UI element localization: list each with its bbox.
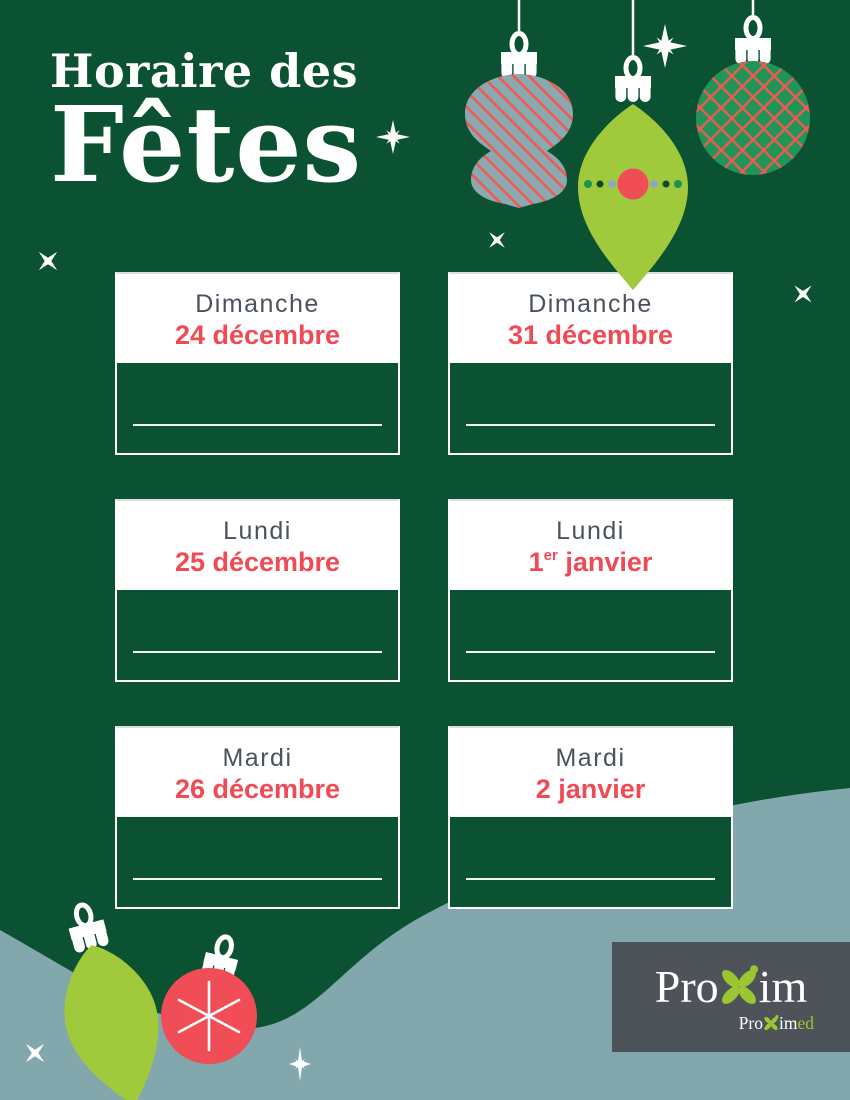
card-header: Dimanche 24 décembre <box>117 274 398 363</box>
petal-x-icon <box>721 965 758 1004</box>
blank-hours-line <box>133 651 382 653</box>
schedule-card-dec25: Lundi 25 décembre <box>115 499 400 682</box>
card-header: Lundi 25 décembre <box>117 501 398 590</box>
card-date-label: 2 janvier <box>450 774 731 805</box>
sparkle-star-icon <box>289 1047 311 1081</box>
date-text: 26 décembre <box>174 774 341 804</box>
sub-brand-mid: im <box>778 1013 798 1033</box>
sparkle-x-icon <box>16 1034 54 1072</box>
card-day-label: Mardi <box>555 744 626 772</box>
schedule-card-dec31: Dimanche 31 décembre <box>448 272 733 455</box>
card-day-label: Mardi <box>222 744 293 772</box>
blank-hours-line <box>133 878 382 880</box>
card-date-label: 26 décembre <box>117 774 398 805</box>
sparkle-star-icon <box>643 24 687 68</box>
proximed-wordmark: Pro imed <box>739 1014 814 1033</box>
card-day-label: Lundi <box>556 517 625 545</box>
card-date-label: 25 décembre <box>117 547 398 578</box>
poster-title: Horaire des Fêtes <box>50 44 363 206</box>
schedule-card-jan2: Mardi 2 janvier <box>448 726 733 909</box>
schedule-card-dec24: Dimanche 24 décembre <box>115 272 400 455</box>
proxim-wordmark: Pro im <box>655 963 807 1011</box>
card-header: Lundi 1er janvier <box>450 501 731 590</box>
card-day-label: Lundi <box>223 517 292 545</box>
brand-text-post: im <box>758 961 808 1012</box>
blank-hours-line <box>466 424 715 426</box>
card-body <box>450 590 731 680</box>
sparkle-x-icon <box>481 224 513 256</box>
teardrop-ornament-icon <box>64 893 159 1100</box>
red-ball-ornament-icon <box>161 933 257 1064</box>
blank-hours-line <box>466 651 715 653</box>
proxim-logo-box: Pro im Pro imed <box>612 942 850 1052</box>
sub-brand-end: ed <box>797 1013 814 1033</box>
card-day-label: Dimanche <box>195 290 320 318</box>
card-day-label: Dimanche <box>528 290 653 318</box>
blank-hours-line <box>466 878 715 880</box>
card-body <box>117 590 398 680</box>
title-line-2: Fêtes <box>50 83 363 206</box>
brand-text-pre: Pro <box>654 961 719 1012</box>
blank-hours-line <box>133 424 382 426</box>
schedule-card-dec26: Mardi 26 décembre <box>115 726 400 909</box>
snowflake-icon <box>177 980 241 1052</box>
card-header: Mardi 2 janvier <box>450 728 731 817</box>
card-date-label: 31 décembre <box>450 320 731 351</box>
plaid-ball-ornament-icon <box>696 0 810 175</box>
date-superscript: er <box>543 547 558 564</box>
sparkle-star-icon <box>376 120 410 154</box>
petal-x-icon <box>764 1014 779 1031</box>
ornament-dots <box>584 168 682 200</box>
card-header: Mardi 26 décembre <box>117 728 398 817</box>
striped-ornament-icon <box>465 0 573 208</box>
card-date-label: 1er janvier <box>450 547 731 578</box>
sparkle-x-icon <box>786 277 820 311</box>
card-body <box>450 363 731 453</box>
date-text: 25 décembre <box>174 547 341 577</box>
teardrop-ornament-icon <box>578 0 688 290</box>
date-text: 2 janvier <box>535 774 646 804</box>
card-header: Dimanche 31 décembre <box>450 274 731 363</box>
schedule-card-jan1: Lundi 1er janvier <box>448 499 733 682</box>
sub-brand-pre: Pro <box>738 1013 763 1033</box>
date-text: 1 <box>528 547 544 577</box>
date-text: 24 décembre <box>174 320 341 350</box>
sparkle-x-icon <box>29 242 67 280</box>
card-body <box>117 817 398 907</box>
card-date-label: 24 décembre <box>117 320 398 351</box>
date-text: 31 décembre <box>507 320 674 350</box>
card-body <box>117 363 398 453</box>
title-line-1: Horaire des <box>50 44 359 98</box>
card-body <box>450 817 731 907</box>
date-suffix: janvier <box>557 547 653 577</box>
